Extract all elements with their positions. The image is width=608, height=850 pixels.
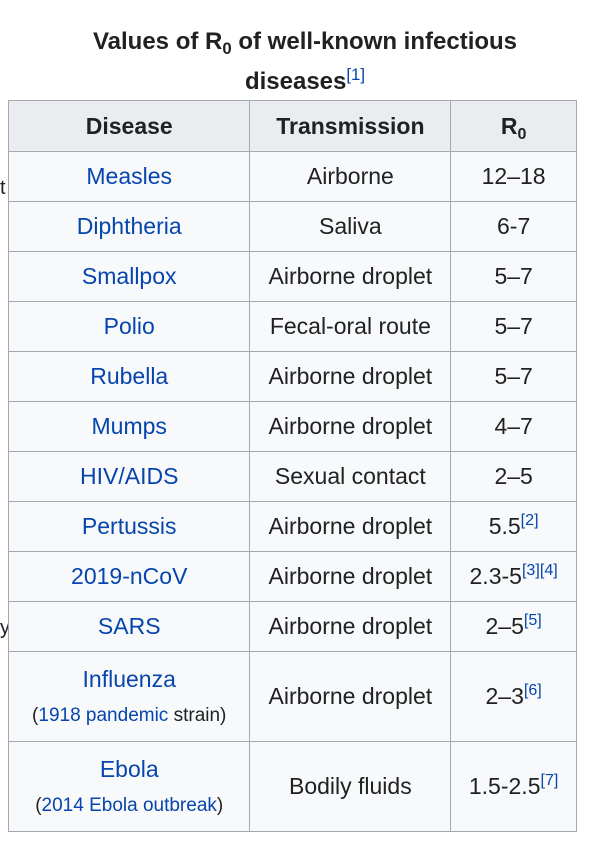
transmission-cell: Airborne droplet — [249, 601, 452, 652]
r0-value: 6-7 — [497, 213, 531, 240]
transmission-cell: Airborne droplet — [249, 251, 452, 302]
reference-link[interactable]: [3][4] — [521, 561, 558, 580]
r0-value: 5.5 — [488, 513, 521, 540]
r0-value: 2–5 — [494, 463, 533, 490]
caption-reference-link[interactable]: [1] — [346, 65, 366, 84]
disease-link[interactable]: Rubella — [90, 363, 169, 390]
disease-cell: Mumps — [7, 401, 251, 452]
disease-note-link[interactable]: 2014 Ebola outbreak — [41, 794, 217, 816]
table-row: Ebola (2014 Ebola outbreak) Bodily fluids 1… — [7, 741, 577, 832]
r0-cell: 4–7 — [450, 401, 577, 452]
r0-value: 2–5 — [485, 613, 524, 640]
disease-note-link[interactable]: 1918 pandemic — [38, 704, 169, 726]
r0-cell: 5–7 — [450, 251, 577, 302]
reference-link[interactable]: [5] — [523, 611, 542, 630]
cut-off-text-fragment: t — [0, 177, 6, 199]
r0-cell: 5.5[2] — [450, 501, 577, 552]
transmission-cell: Airborne droplet — [249, 401, 452, 452]
disease-note-open: ( — [32, 704, 39, 726]
r0-value: 5–7 — [494, 263, 533, 290]
table-row: SARS Airborne droplet 2–5[5] — [7, 601, 577, 652]
disease-cell: Influenza (1918 pandemic strain) — [7, 651, 251, 742]
header-transmission[interactable]: Transmission — [249, 100, 452, 152]
disease-link[interactable]: Pertussis — [81, 513, 177, 540]
r0-value: 2.3-5 — [469, 563, 522, 590]
disease-link[interactable]: 2019-nCoV — [71, 563, 188, 590]
disease-cell: Rubella — [7, 351, 251, 402]
disease-link[interactable]: Influenza — [82, 666, 176, 693]
disease-cell: SARS — [7, 601, 251, 652]
table-row: HIV/AIDS Sexual contact 2–5 — [7, 451, 577, 502]
table-row: Polio Fecal-oral route 5–7 — [7, 301, 577, 352]
disease-link[interactable]: HIV/AIDS — [80, 463, 179, 490]
disease-cell: Smallpox — [7, 251, 251, 302]
disease-link[interactable]: Diphtheria — [76, 213, 182, 240]
table-row: Pertussis Airborne droplet 5.5[2] — [7, 501, 577, 552]
disease-cell: Diphtheria — [7, 201, 251, 252]
table-row: Smallpox Airborne droplet 5–7 — [7, 251, 577, 302]
transmission-cell: Airborne droplet — [249, 551, 452, 602]
caption-text-rest: of well-known infectious diseases — [231, 28, 518, 95]
reference-link[interactable]: [6] — [523, 681, 542, 700]
disease-cell: Pertussis — [7, 501, 251, 552]
disease-note: (1918 pandemic strain) — [14, 705, 244, 727]
disease-note: (2014 Ebola outbreak) — [14, 795, 244, 817]
header-r0-text: R — [500, 112, 518, 139]
transmission-cell: Airborne droplet — [249, 351, 452, 402]
table-row: Measles Airborne 12–18 — [7, 151, 577, 202]
table-row: Rubella Airborne droplet 5–7 — [7, 351, 577, 402]
r0-cell: 6-7 — [450, 201, 577, 252]
r0-cell: 5–7 — [450, 301, 577, 352]
disease-note-open: ( — [35, 794, 42, 816]
r0-cell: 2.3-5[3][4] — [450, 551, 577, 602]
r0-value: 2–3 — [485, 683, 524, 710]
disease-link[interactable]: Mumps — [91, 413, 167, 440]
header-r0-subscript: 0 — [517, 124, 527, 143]
reference-link[interactable]: [2] — [520, 511, 539, 530]
r0-cell: 12–18 — [450, 151, 577, 202]
r0-value: 5–7 — [494, 313, 533, 340]
disease-cell: HIV/AIDS — [7, 451, 251, 502]
header-r0[interactable]: R0 — [450, 100, 577, 152]
table-row: Mumps Airborne droplet 4–7 — [7, 401, 577, 452]
r0-cell: 2–5 — [450, 451, 577, 502]
disease-cell: Polio — [7, 301, 251, 352]
table-row: 2019-nCoV Airborne droplet 2.3-5[3][4] — [7, 551, 577, 602]
table-caption: Values of R0 of well-known infectious di… — [40, 22, 570, 102]
r0-value: 5–7 — [494, 363, 533, 390]
disease-link[interactable]: SARS — [97, 613, 161, 640]
r0-values-table: Disease Transmission R0 Measles Airborne 1… — [7, 100, 577, 832]
r0-cell: 5–7 — [450, 351, 577, 402]
cut-off-text-fragment: y — [0, 617, 10, 639]
transmission-cell: Fecal-oral route — [249, 301, 452, 352]
header-disease[interactable]: Disease — [7, 100, 251, 152]
r0-value: 1.5-2.5 — [468, 773, 541, 800]
caption-subscript: 0 — [222, 39, 232, 58]
disease-cell: 2019-nCoV — [7, 551, 251, 602]
r0-cell: 1.5-2.5[7] — [450, 741, 577, 832]
table-row: Diphtheria Saliva 6-7 — [7, 201, 577, 252]
disease-cell: Measles — [7, 151, 251, 202]
disease-note-rest: ) — [216, 794, 224, 816]
r0-cell: 2–5[5] — [450, 601, 577, 652]
transmission-cell: Airborne droplet — [249, 651, 452, 742]
reference-link[interactable]: [7] — [540, 771, 559, 790]
disease-link[interactable]: Ebola — [99, 756, 159, 783]
disease-cell: Ebola (2014 Ebola outbreak) — [7, 741, 251, 832]
table-row: Influenza (1918 pandemic strain) Airborne … — [7, 651, 577, 742]
transmission-cell: Saliva — [249, 201, 452, 252]
r0-cell: 2–3[6] — [450, 651, 577, 742]
caption-text: Values of R — [92, 28, 223, 55]
r0-value: 12–18 — [481, 163, 546, 190]
transmission-cell: Bodily fluids — [249, 741, 452, 832]
transmission-cell: Airborne droplet — [249, 501, 452, 552]
disease-note-rest: strain) — [168, 704, 227, 726]
disease-link[interactable]: Polio — [103, 313, 155, 340]
transmission-cell: Airborne — [249, 151, 452, 202]
disease-link[interactable]: Measles — [86, 163, 173, 190]
disease-link[interactable]: Smallpox — [81, 263, 177, 290]
table-header-row: Disease Transmission R0 — [7, 100, 577, 152]
transmission-cell: Sexual contact — [249, 451, 452, 502]
r0-value: 4–7 — [494, 413, 533, 440]
